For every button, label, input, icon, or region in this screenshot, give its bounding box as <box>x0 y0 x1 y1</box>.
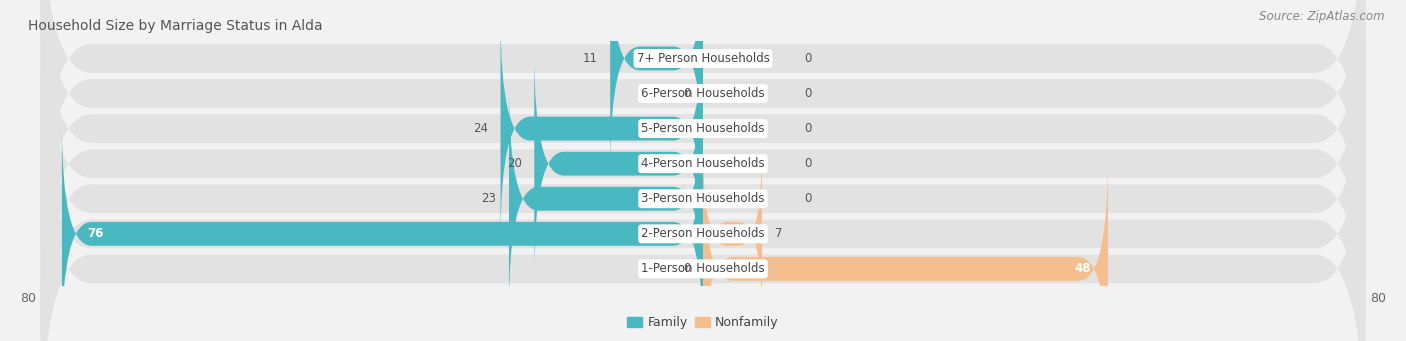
Text: Source: ZipAtlas.com: Source: ZipAtlas.com <box>1260 10 1385 23</box>
Text: 7: 7 <box>775 227 782 240</box>
Text: 0: 0 <box>804 87 811 100</box>
FancyBboxPatch shape <box>703 148 762 320</box>
Text: 76: 76 <box>87 227 104 240</box>
Text: 24: 24 <box>472 122 488 135</box>
FancyBboxPatch shape <box>41 0 1365 254</box>
Text: 3-Person Households: 3-Person Households <box>641 192 765 205</box>
FancyBboxPatch shape <box>534 53 703 275</box>
FancyBboxPatch shape <box>41 38 1365 341</box>
FancyBboxPatch shape <box>62 123 703 341</box>
FancyBboxPatch shape <box>41 3 1365 341</box>
Text: 11: 11 <box>582 52 598 65</box>
FancyBboxPatch shape <box>41 0 1365 325</box>
Text: 7+ Person Households: 7+ Person Households <box>637 52 769 65</box>
Text: 5-Person Households: 5-Person Households <box>641 122 765 135</box>
FancyBboxPatch shape <box>703 158 1108 341</box>
Legend: Family, Nonfamily: Family, Nonfamily <box>623 311 783 334</box>
FancyBboxPatch shape <box>610 0 703 169</box>
Text: 6-Person Households: 6-Person Households <box>641 87 765 100</box>
Text: 0: 0 <box>804 52 811 65</box>
FancyBboxPatch shape <box>41 73 1365 341</box>
Text: 1-Person Households: 1-Person Households <box>641 263 765 276</box>
FancyBboxPatch shape <box>501 18 703 239</box>
Text: 4-Person Households: 4-Person Households <box>641 157 765 170</box>
Text: 0: 0 <box>804 122 811 135</box>
Text: 2-Person Households: 2-Person Households <box>641 227 765 240</box>
Text: 0: 0 <box>804 192 811 205</box>
FancyBboxPatch shape <box>41 0 1365 341</box>
FancyBboxPatch shape <box>41 0 1365 290</box>
Text: 0: 0 <box>683 87 690 100</box>
Text: 0: 0 <box>804 157 811 170</box>
Text: 23: 23 <box>481 192 496 205</box>
Text: 48: 48 <box>1074 263 1091 276</box>
Text: 0: 0 <box>683 263 690 276</box>
Text: 20: 20 <box>506 157 522 170</box>
FancyBboxPatch shape <box>509 88 703 310</box>
Text: Household Size by Marriage Status in Alda: Household Size by Marriage Status in Ald… <box>28 19 323 33</box>
